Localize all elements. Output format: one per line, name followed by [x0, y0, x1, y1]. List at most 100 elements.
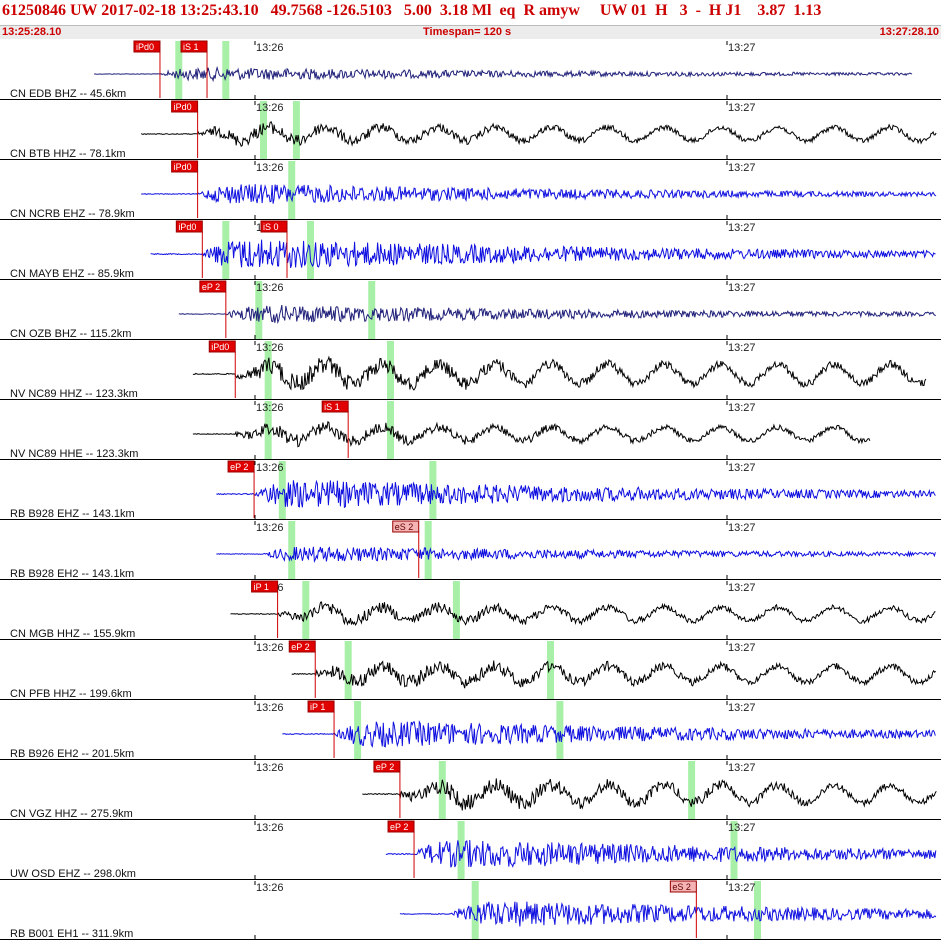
- station-label: CN EDB BHZ -- 45.6km: [10, 88, 126, 100]
- minute-label: 13:26: [256, 642, 284, 654]
- minute-label: 13:27: [728, 402, 756, 414]
- minute-label: 13:27: [728, 702, 756, 714]
- waveform: [94, 65, 913, 83]
- phase-window: [387, 341, 394, 399]
- minute-label: 13:26: [256, 282, 284, 294]
- pick-label: iS 1: [324, 402, 340, 412]
- phase-window: [556, 701, 564, 759]
- waveform: [192, 420, 871, 448]
- phase-window: [288, 161, 296, 219]
- pick-flag: [199, 280, 227, 293]
- pick-label: iPd0: [174, 102, 192, 112]
- minute-label: 13:26: [256, 702, 284, 714]
- minute-label: 13:26: [256, 162, 284, 174]
- phase-window: [288, 521, 296, 579]
- minute-label: 13:26: [256, 882, 284, 894]
- phase-window: [754, 881, 761, 939]
- waveform: [282, 720, 936, 748]
- pick-label: eP 2: [291, 642, 309, 652]
- waveform: [362, 778, 937, 811]
- pick-flag: [180, 40, 208, 53]
- station-label: UW OSD EHZ -- 298.0km: [10, 868, 136, 880]
- station-label: CN OZB BHZ -- 115.2km: [10, 328, 131, 340]
- pick-label: iP 1: [254, 582, 269, 592]
- pick-flag: [321, 400, 349, 413]
- pick-flag: [307, 700, 335, 713]
- minute-label: 13:27: [728, 762, 756, 774]
- pick-label: eP 2: [376, 762, 394, 772]
- minute-label: 13:27: [728, 42, 756, 54]
- pick-label: iS 1: [183, 42, 199, 52]
- pick-label: iS 0: [263, 222, 279, 232]
- event-summary: 61250846 UW 2017-02-18 13:25:43.10 49.75…: [2, 2, 822, 19]
- phase-window: [260, 101, 267, 159]
- pick-label: eP 2: [202, 282, 220, 292]
- phase-window: [255, 281, 263, 339]
- phase-window: [264, 341, 272, 399]
- phase-window: [344, 641, 352, 699]
- end-time: 13:27:28.10: [879, 26, 939, 38]
- event-header: 61250846 UW 2017-02-18 13:25:43.10 49.75…: [0, 0, 941, 26]
- phase-window: [438, 761, 446, 819]
- station-label: RB B928 EH2 -- 143.1km: [10, 568, 134, 580]
- station-label: CN MAYB EHZ -- 85.9km: [10, 268, 134, 280]
- station-label: NV NC89 HHZ -- 123.3km: [10, 388, 138, 400]
- pick-label: eP 2: [230, 462, 248, 472]
- station-label: RB B928 EHZ -- 143.1km: [10, 508, 135, 520]
- waveform: [291, 660, 937, 689]
- minute-label: 13:27: [728, 822, 756, 834]
- minute-label: 13:27: [728, 462, 756, 474]
- seismogram-panel[interactable]: 13:26 13:27 iPd0 iS 1 CN EDB BHZ -- 45.6km 13…: [0, 40, 941, 940]
- waveform: [399, 901, 937, 927]
- pick-flag: [227, 460, 255, 473]
- phase-window: [278, 461, 286, 519]
- phase-window: [457, 821, 465, 879]
- phase-window: [547, 641, 554, 699]
- waveform: [230, 601, 936, 626]
- pick-label: eS 2: [395, 522, 414, 532]
- pick-label: eS 2: [672, 882, 691, 892]
- pick-flag: [251, 580, 279, 593]
- minute-label: 13:26: [256, 342, 284, 354]
- minute-label: 13:27: [728, 342, 756, 354]
- pick-flag: [373, 760, 401, 773]
- pick-flag: [175, 220, 203, 233]
- waveform: [216, 546, 936, 563]
- minute-label: 13:26: [256, 402, 284, 414]
- pick-label: iPd0: [136, 42, 154, 52]
- pick-flag: [208, 340, 236, 353]
- station-label: CN BTB HHZ -- 78.1km: [10, 148, 126, 160]
- waveform: [140, 121, 937, 147]
- timespan-label: Timespan= 120 s: [423, 26, 512, 38]
- pick-label: iPd0: [178, 222, 196, 232]
- station-label: CN NCRB EHZ -- 78.9km: [10, 208, 135, 220]
- waveform: [385, 839, 937, 868]
- phase-window: [222, 41, 230, 99]
- phase-window: [452, 581, 460, 639]
- station-label: NV NC89 HHE -- 123.3km: [10, 448, 138, 460]
- waveform: [216, 479, 936, 509]
- pick-flag: [392, 520, 420, 533]
- minute-label: 13:27: [728, 522, 756, 534]
- pick-flag: [260, 220, 288, 233]
- phase-window: [175, 41, 183, 99]
- waveform: [141, 184, 937, 204]
- minute-label: 13:27: [728, 582, 756, 594]
- pick-flag: [387, 820, 415, 833]
- phase-window: [222, 221, 230, 279]
- minute-label: 13:26: [256, 522, 284, 534]
- pick-flag: [288, 640, 316, 653]
- pick-flag: [669, 880, 697, 893]
- phase-window: [368, 281, 376, 339]
- minute-label: 13:27: [728, 882, 756, 894]
- minute-label: 13:26: [256, 762, 284, 774]
- pick-label: iPd0: [211, 342, 229, 352]
- minute-label: 13:27: [728, 222, 756, 234]
- minute-label: 13:27: [728, 282, 756, 294]
- phase-window: [424, 521, 432, 579]
- phase-window: [307, 221, 314, 279]
- pick-label: iPd0: [174, 162, 192, 172]
- minute-label: 13:26: [256, 102, 284, 114]
- phase-window: [302, 581, 310, 639]
- minute-label: 13:26: [256, 462, 284, 474]
